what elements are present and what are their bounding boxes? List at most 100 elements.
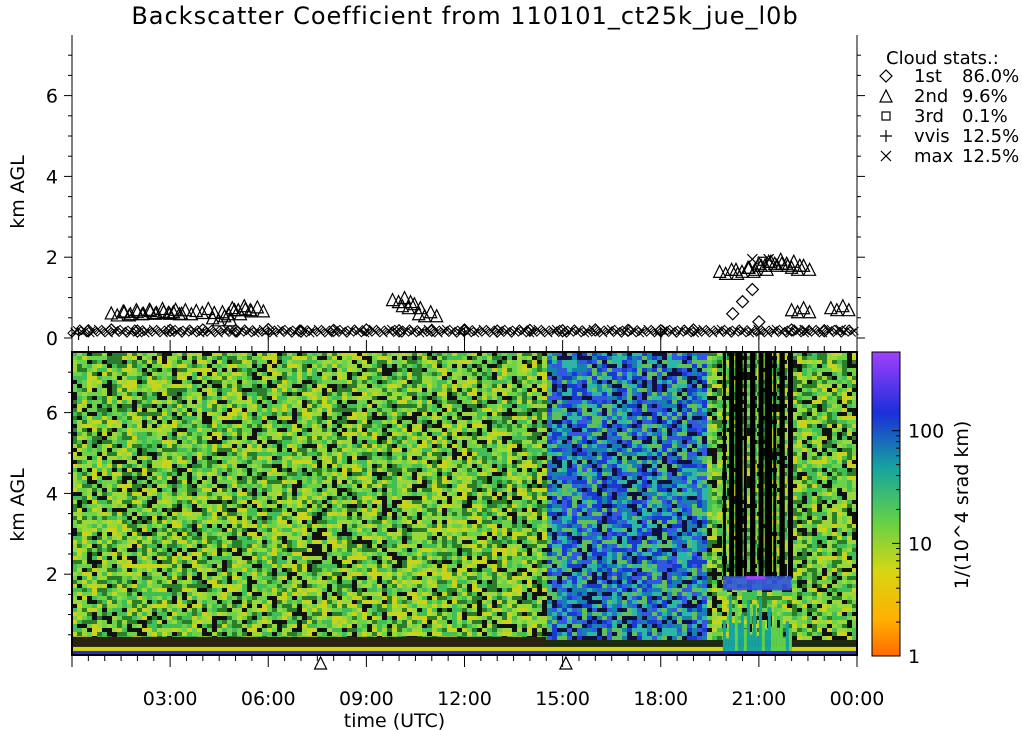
heatmap-cell [182, 448, 187, 452]
heatmap-cell [852, 368, 857, 372]
heatmap-cell [87, 464, 92, 468]
heatmap-cell [242, 368, 247, 372]
heatmap-cell [87, 456, 92, 460]
heatmap-cell [422, 440, 427, 444]
heatmap-cell [412, 432, 417, 436]
heatmap-cell [157, 416, 162, 420]
heatmap-cell [852, 400, 857, 404]
diamond-mark [844, 324, 854, 334]
heatmap-cell [422, 400, 427, 404]
heatmap-cell [262, 364, 267, 368]
heatmap-cell [217, 416, 222, 420]
heatmap-cell [527, 376, 532, 380]
heatmap-cell [562, 404, 567, 408]
heatmap-cell [327, 392, 332, 396]
heatmap-cell [407, 420, 412, 424]
heatmap-cell [637, 388, 642, 392]
heatmap-cell [82, 456, 87, 460]
heatmap-cell [302, 428, 307, 432]
heatmap-cell [122, 376, 127, 380]
heatmap-cell [252, 456, 257, 460]
heatmap-cell [72, 400, 77, 404]
heatmap-cell [577, 356, 582, 360]
1st-point [490, 324, 505, 338]
heatmap-cell [402, 400, 407, 404]
heatmap-cell [832, 376, 837, 380]
heatmap-cell [212, 432, 217, 436]
heatmap-cell [292, 400, 297, 404]
heatmap-cell [427, 404, 432, 408]
heatmap-cell [212, 428, 217, 432]
heatmap-cell [332, 420, 337, 424]
heatmap-cell [182, 356, 187, 360]
heatmap-cell [852, 356, 857, 360]
heatmap-cell [377, 360, 382, 364]
heatmap-cell [507, 384, 512, 388]
heatmap-cell [452, 444, 457, 448]
heatmap-cell [827, 372, 832, 376]
heatmap-cell [307, 412, 312, 416]
heatmap-cell [827, 368, 832, 372]
heatmap-cell [292, 444, 297, 448]
heatmap-cell [282, 380, 287, 384]
heatmap-cell [792, 424, 797, 428]
heatmap-cell [687, 432, 692, 436]
heatmap-cell [347, 444, 352, 448]
heatmap-cell [482, 396, 487, 400]
heatmap-cell [407, 400, 412, 404]
heatmap-cell [327, 448, 332, 452]
heatmap-cell [587, 352, 592, 356]
heatmap-cell [197, 388, 202, 392]
heatmap-cell [72, 448, 77, 452]
heatmap-cell [547, 464, 552, 468]
heatmap-cell [367, 392, 372, 396]
heatmap-cell [312, 384, 317, 388]
heatmap-cell [357, 448, 362, 452]
heatmap-cell [252, 360, 257, 364]
heatmap-cell [497, 368, 502, 372]
heatmap-cell [337, 392, 342, 396]
heatmap-cell [662, 428, 667, 432]
heatmap-cell [437, 352, 442, 356]
heatmap-cell [232, 432, 237, 436]
heatmap-cell [842, 408, 847, 412]
heatmap-cell [617, 400, 622, 404]
heatmap-cell [487, 432, 492, 436]
heatmap-cell [107, 384, 112, 388]
heatmap-cell [157, 356, 162, 360]
max-point [799, 324, 811, 336]
heatmap-cell [692, 388, 697, 392]
heatmap-cell [237, 428, 242, 432]
heatmap-cell [617, 356, 622, 360]
heatmap-cell [542, 444, 547, 448]
heatmap-cell [617, 440, 622, 444]
heatmap-cell [352, 456, 357, 460]
heatmap-cell [587, 436, 592, 440]
heatmap-cell [452, 404, 457, 408]
cross-mark [847, 328, 857, 337]
heatmap-cell [657, 372, 662, 376]
heatmap-cell [142, 420, 147, 424]
heatmap-cell [352, 428, 357, 432]
heatmap-cell [412, 424, 417, 428]
heatmap-cell [177, 360, 182, 364]
heatmap-cell [167, 420, 172, 424]
heatmap-cell [302, 460, 307, 464]
heatmap-cell [142, 448, 147, 452]
heatmap-cell [817, 372, 822, 376]
heatmap-cell [702, 408, 707, 412]
heatmap-cell [807, 404, 812, 408]
heatmap-cell [607, 380, 612, 384]
heatmap-cell [542, 416, 547, 420]
heatmap-cell [72, 388, 77, 392]
heatmap-cell [467, 392, 472, 396]
heatmap-cell [627, 420, 632, 424]
heatmap-cell [812, 368, 817, 372]
heatmap-cell [842, 384, 847, 388]
heatmap-cell [357, 356, 362, 360]
heatmap-cell [252, 392, 257, 396]
vvis-point [458, 327, 471, 340]
heatmap-cell [662, 384, 667, 388]
heatmap-cell [432, 448, 437, 452]
heatmap-cell [637, 352, 642, 356]
